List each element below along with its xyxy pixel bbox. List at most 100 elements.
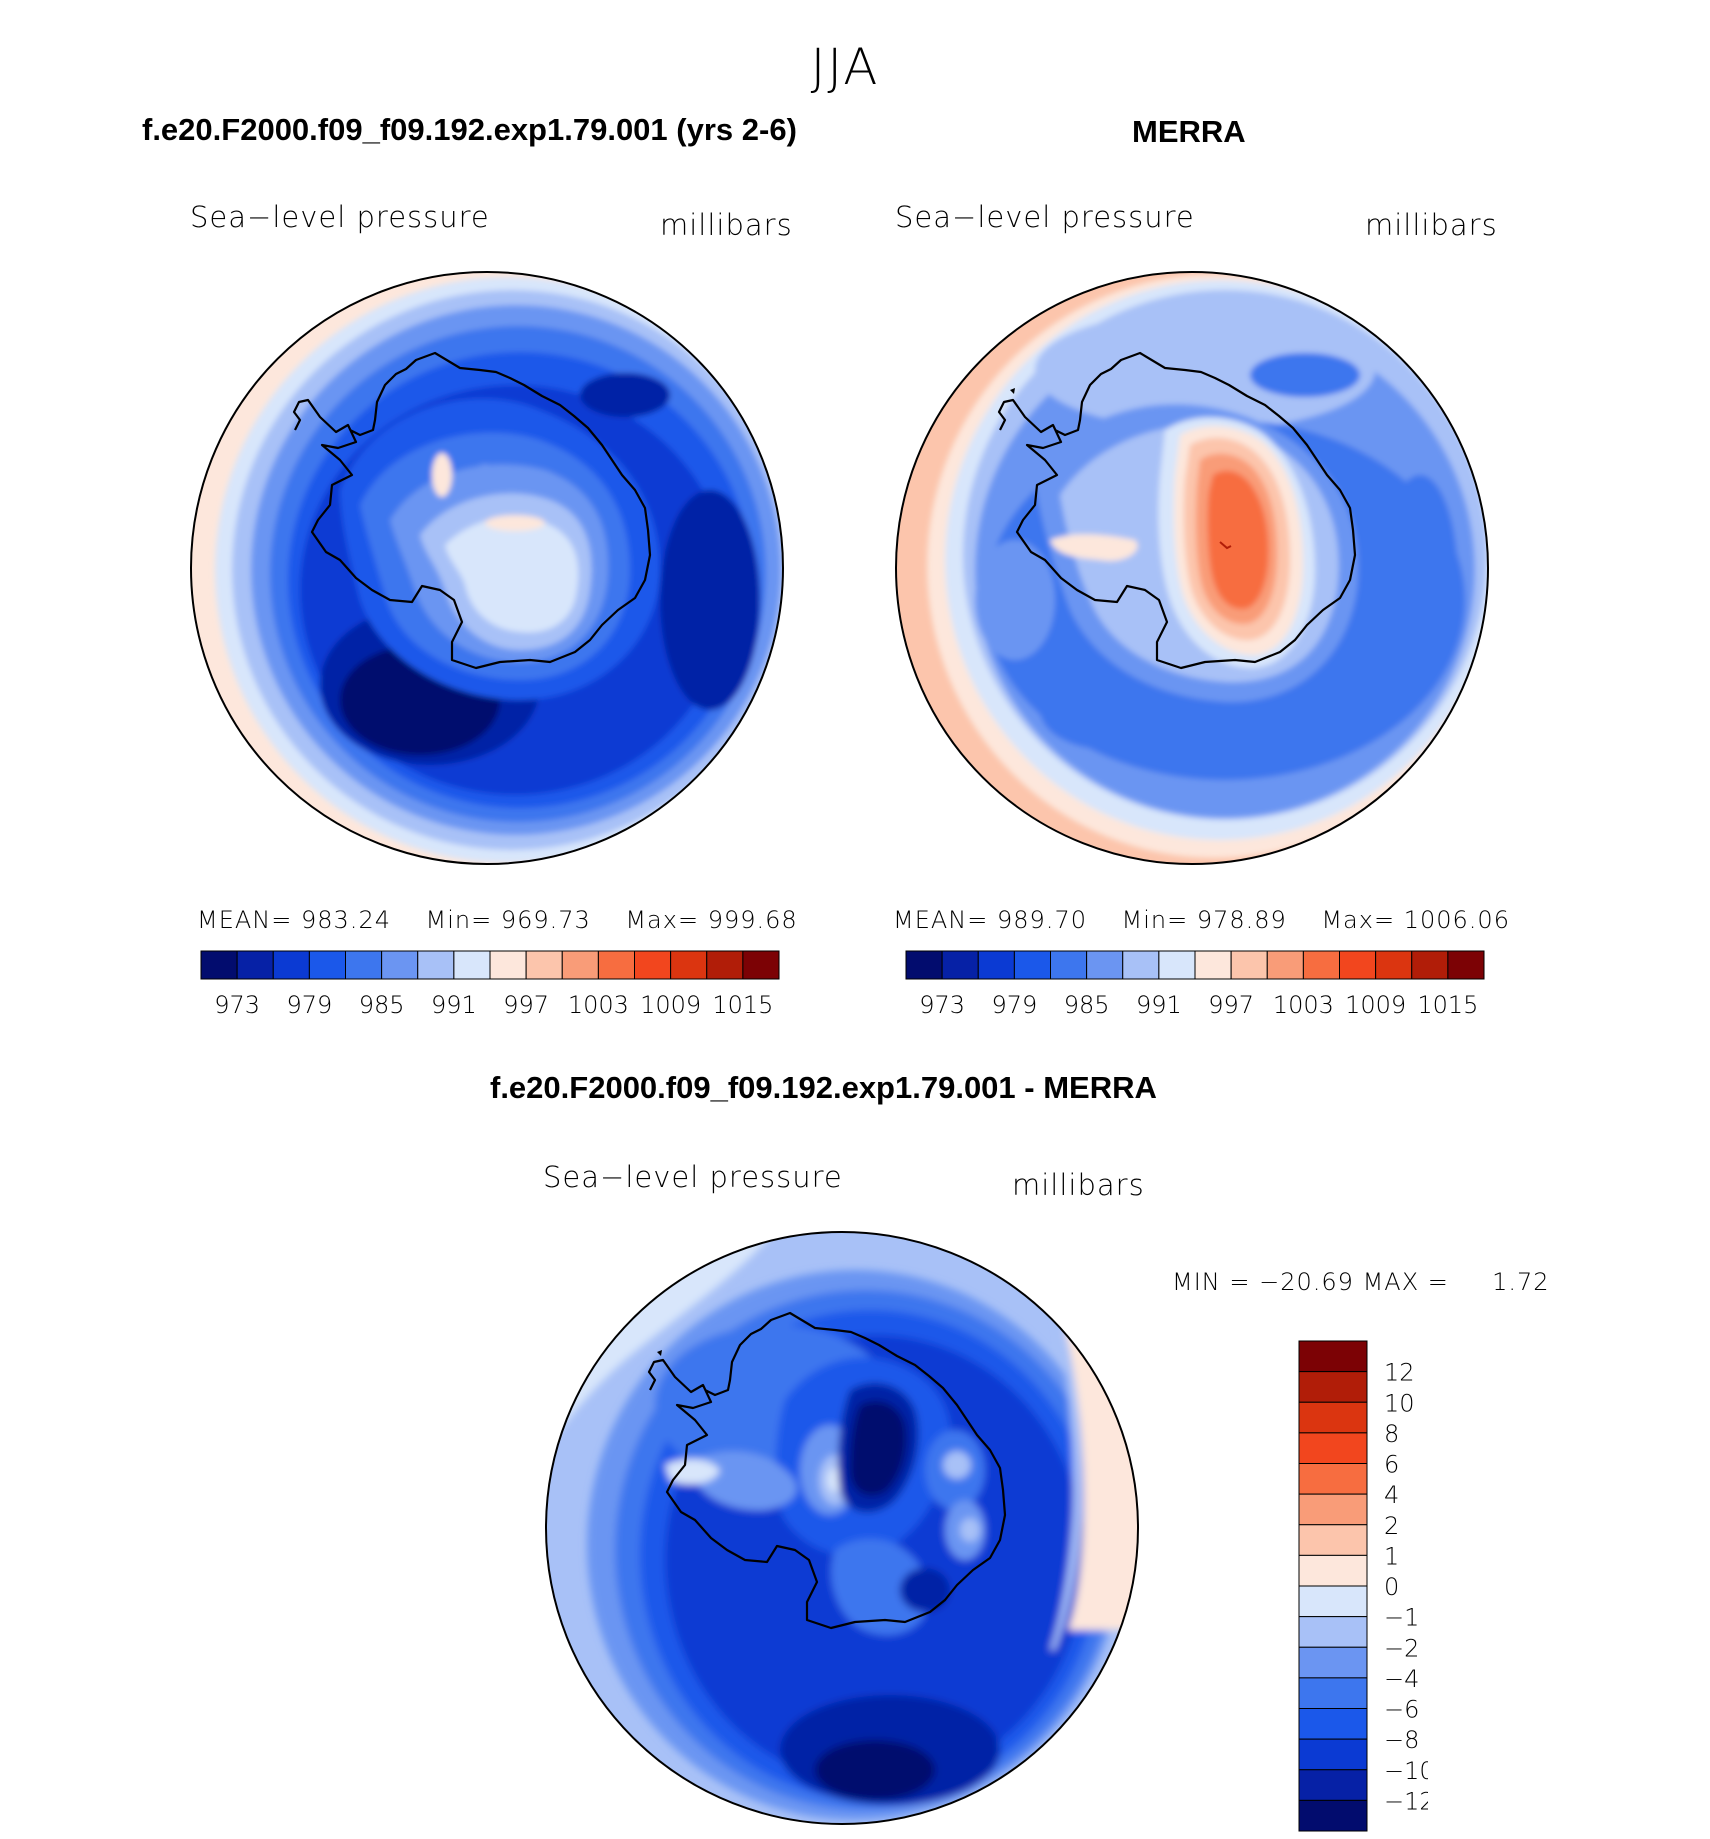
diff-colorbar-tick-label: −1 [1384, 1604, 1419, 1632]
panel2-min-value: 978.89 [1196, 906, 1287, 934]
panel1-colorbar-swatch [706, 950, 744, 980]
diff-colorbar-tick-label: 8 [1384, 1420, 1399, 1448]
diff-polar-map [545, 1231, 1139, 1825]
diff-colorbar-tick-label: −12 [1384, 1787, 1428, 1815]
panel1-colorbar-tick-label: 973 [214, 991, 260, 1016]
panel2-colorbar-tick-label: 997 [1208, 991, 1254, 1016]
panel1-colorbar-swatch [236, 950, 274, 980]
diff-colorbar-swatch [1298, 1432, 1368, 1465]
panel2-colorbar-swatch [1411, 950, 1449, 980]
season-title: JJA [810, 38, 880, 96]
panel1-mean-value: 983.24 [301, 906, 391, 934]
panel2-colorbar-swatch [905, 950, 943, 980]
panel1-polar-map [190, 271, 784, 865]
panel1-colorbar-swatch [453, 950, 491, 980]
panel1-colorbar-swatch [200, 950, 238, 980]
panel2-colorbar-swatch [1375, 950, 1413, 980]
panel2-max-label: Max= [1321, 906, 1396, 934]
panel1-min-value: 969.73 [500, 906, 591, 934]
diff-colorbar-tick-label: 6 [1384, 1451, 1399, 1479]
diff-min-value: −20.69 [1259, 1268, 1354, 1296]
diff-colorbar-swatch [1298, 1585, 1368, 1618]
panel2-colorbar-swatch [1230, 950, 1268, 980]
diff-colorbar-swatch [1298, 1401, 1368, 1434]
panel2-field-label: Sea−level pressure [895, 200, 1195, 234]
panel2-colorbar-tick-label: 985 [1064, 991, 1110, 1016]
diff-colorbar-tick-label: 12 [1384, 1359, 1415, 1387]
panel1-case-title: f.e20.F2000.f09_f09.192.exp1.79.001 (yrs… [142, 112, 797, 147]
panel2-colorbar-swatch [1086, 950, 1124, 980]
panel2-colorbar-swatch [977, 950, 1015, 980]
panel2-mean-label: MEAN= [893, 906, 989, 934]
diff-colorbar-tick-label: 2 [1384, 1512, 1399, 1540]
diff-colorbar-swatch [1298, 1463, 1368, 1495]
diff-colorbar-swatch [1298, 1799, 1368, 1832]
panel2-colorbar: 973 979 985 991 997 1003 1009 1015 [905, 950, 1485, 1016]
panel1-stats: MEAN= 983.24 Min= 969.73 Max= 999.68 [197, 906, 798, 934]
panel2-colorbar-swatch [1194, 950, 1232, 980]
panel1-colorbar-tick-label: 985 [359, 991, 405, 1016]
panel2-colorbar-swatch [1158, 950, 1196, 980]
panel2-polar-map [895, 271, 1489, 865]
diff-max-value: 1.72 [1492, 1268, 1550, 1296]
panel1-max-label: Max= [625, 906, 700, 934]
panel2-mean-value: 989.70 [997, 906, 1087, 934]
diff-colorbar-swatch [1298, 1738, 1368, 1771]
diff-colorbar-tick-label: −2 [1384, 1634, 1419, 1662]
diff-stats: MIN = −20.69 MAX = 1.72 [1172, 1268, 1550, 1296]
panel1-colorbar-tick-label: 979 [286, 991, 332, 1016]
panel2-colorbar-swatch [1302, 950, 1341, 980]
panel2-colorbar-swatch [1447, 950, 1485, 980]
diff-colorbar-tick-label: −8 [1384, 1726, 1419, 1754]
panel2-stats: MEAN= 989.70 Min= 978.89 Max= 1006.06 [893, 906, 1510, 934]
panel1-colorbar-swatch [345, 950, 383, 980]
panel1-colorbar-swatch [489, 950, 527, 980]
panel2-colorbar-tick-label: 991 [1136, 991, 1182, 1016]
panel2-colorbar-swatch [1339, 950, 1377, 980]
panel1-colorbar-tick-label: 1015 [712, 991, 773, 1016]
panel2-case-title: MERRA [1132, 114, 1246, 149]
panel1-colorbar: 973 979 985 991 997 1003 1009 1015 [200, 950, 780, 1016]
panel1-colorbar-swatch [561, 950, 599, 980]
diff-colorbar-swatch [1298, 1646, 1368, 1679]
diff-colorbar-tick-label: 0 [1384, 1573, 1399, 1601]
panel2-colorbar-tick-label: 1015 [1417, 991, 1478, 1016]
diff-max-label: MAX = [1362, 1268, 1449, 1296]
panel2-min-label: Min= [1121, 906, 1189, 934]
diff-colorbar-swatch [1298, 1708, 1368, 1740]
panel1-colorbar-swatch [670, 950, 708, 980]
panel1-colorbar-tick-label: 997 [503, 991, 549, 1016]
panel2-colorbar-swatch [1050, 950, 1088, 980]
diff-colorbar-swatch [1298, 1524, 1368, 1556]
diff-field-label: Sea−level pressure [543, 1160, 843, 1194]
panel1-max-value: 999.68 [707, 906, 798, 934]
diff-colorbar-tick-label: −10 [1384, 1757, 1428, 1785]
panel1-colorbar-swatch [308, 950, 347, 980]
diff-colorbar-tick-label: −4 [1384, 1665, 1419, 1693]
panel1-field-label: Sea−level pressure [190, 200, 490, 234]
diff-colorbar-tick-label: 4 [1384, 1481, 1399, 1509]
panel2-colorbar-swatch [941, 950, 979, 980]
panel2-colorbar-tick-label: 1009 [1345, 991, 1406, 1016]
panel1-colorbar-swatch [597, 950, 636, 980]
panel2-colorbar-tick-label: 979 [991, 991, 1037, 1016]
diff-case-title: f.e20.F2000.f09_f09.192.exp1.79.001 - ME… [490, 1070, 1157, 1105]
diff-colorbar-swatch [1298, 1554, 1368, 1587]
diff-colorbar-swatch [1298, 1340, 1368, 1373]
panel2-colorbar-swatch [1122, 950, 1160, 980]
panel2-colorbar-tick-label: 973 [919, 991, 965, 1016]
panel1-min-label: Min= [425, 906, 493, 934]
panel1-colorbar-tick-label: 1003 [568, 991, 629, 1016]
panel1-colorbar-tick-label: 991 [431, 991, 477, 1016]
panel2-colorbar-swatch [1013, 950, 1052, 980]
diff-colorbar-swatch [1298, 1371, 1368, 1403]
panel2-colorbar-swatch [1266, 950, 1304, 980]
diff-colorbar-swatch [1298, 1769, 1368, 1801]
panel1-colorbar-swatch [525, 950, 563, 980]
diff-units-label: millibars [1012, 1168, 1145, 1202]
panel1-colorbar-swatch [634, 950, 672, 980]
diff-colorbar-swatch [1298, 1677, 1368, 1710]
panel1-colorbar-swatch [381, 950, 419, 980]
panel1-colorbar-swatch [742, 950, 780, 980]
